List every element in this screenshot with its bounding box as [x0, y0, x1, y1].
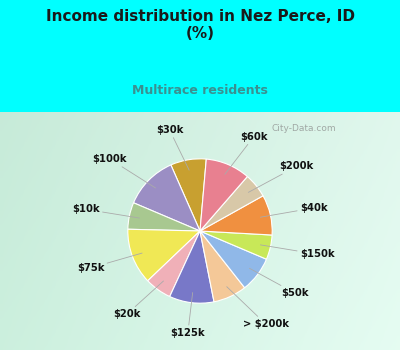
- Text: Multirace residents: Multirace residents: [132, 84, 268, 97]
- Text: $30k: $30k: [156, 125, 189, 170]
- Text: $200k: $200k: [248, 161, 314, 192]
- Wedge shape: [200, 159, 247, 231]
- Text: $60k: $60k: [225, 132, 268, 174]
- Text: > $200k: > $200k: [227, 287, 289, 329]
- Wedge shape: [200, 231, 245, 302]
- Text: $150k: $150k: [260, 245, 334, 259]
- Wedge shape: [171, 159, 206, 231]
- Text: $75k: $75k: [77, 253, 142, 273]
- Text: $40k: $40k: [260, 203, 328, 217]
- Text: City-Data.com: City-Data.com: [272, 124, 337, 133]
- Wedge shape: [200, 231, 272, 259]
- Wedge shape: [200, 196, 272, 235]
- Wedge shape: [134, 165, 200, 231]
- Wedge shape: [170, 231, 214, 303]
- Wedge shape: [148, 231, 200, 296]
- Text: $125k: $125k: [170, 293, 205, 338]
- Text: $20k: $20k: [113, 281, 164, 319]
- Wedge shape: [200, 176, 263, 231]
- Wedge shape: [128, 229, 200, 281]
- Text: $50k: $50k: [250, 268, 309, 298]
- Wedge shape: [200, 231, 266, 288]
- Text: Income distribution in Nez Perce, ID
(%): Income distribution in Nez Perce, ID (%): [46, 9, 354, 41]
- Wedge shape: [128, 203, 200, 231]
- Text: $100k: $100k: [92, 154, 156, 188]
- Text: $10k: $10k: [72, 204, 140, 218]
